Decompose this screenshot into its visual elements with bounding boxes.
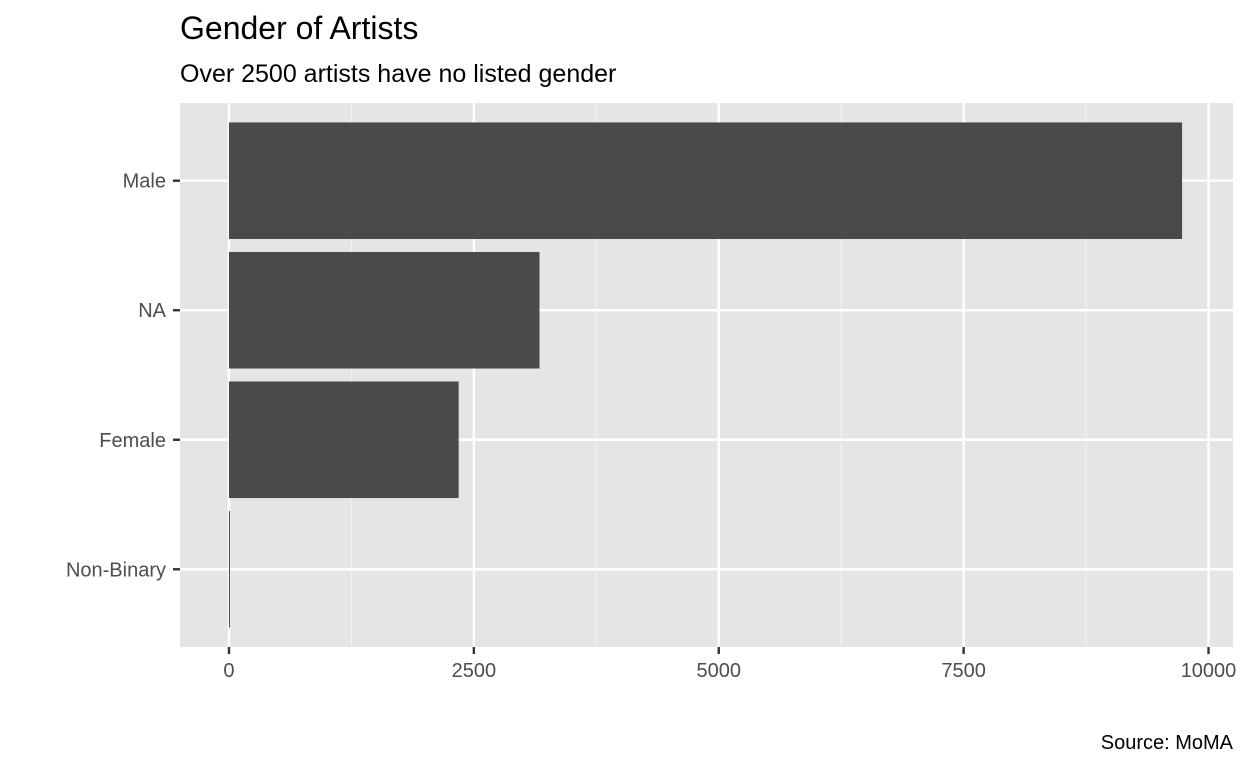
bar-non-binary	[228, 511, 230, 628]
bars-group	[228, 122, 1183, 628]
chart-title: Gender of Artists	[180, 10, 418, 46]
chart-subtitle: Over 2500 artists have no listed gender	[180, 60, 616, 88]
x-tick-label: 0	[223, 660, 234, 682]
y-tick-label: Female	[99, 430, 166, 452]
y-tick-label: Male	[123, 171, 166, 193]
x-tick-label: 5000	[696, 660, 741, 682]
x-tick-label: 7500	[941, 660, 986, 682]
x-tick-label: 2500	[452, 660, 497, 682]
y-tick-label: NA	[138, 300, 166, 322]
bar-male	[228, 122, 1183, 239]
x-tick-label: 10000	[1181, 660, 1237, 682]
x-axis: 0 2500 5000 7500 10000	[223, 647, 1236, 682]
bar-female	[228, 381, 459, 499]
bar-na	[228, 251, 540, 369]
y-tick-label: Non-Binary	[66, 559, 166, 581]
chart-caption: Source: MoMA	[1101, 732, 1234, 754]
y-axis: Male NA Female Non-Binary	[66, 171, 180, 581]
